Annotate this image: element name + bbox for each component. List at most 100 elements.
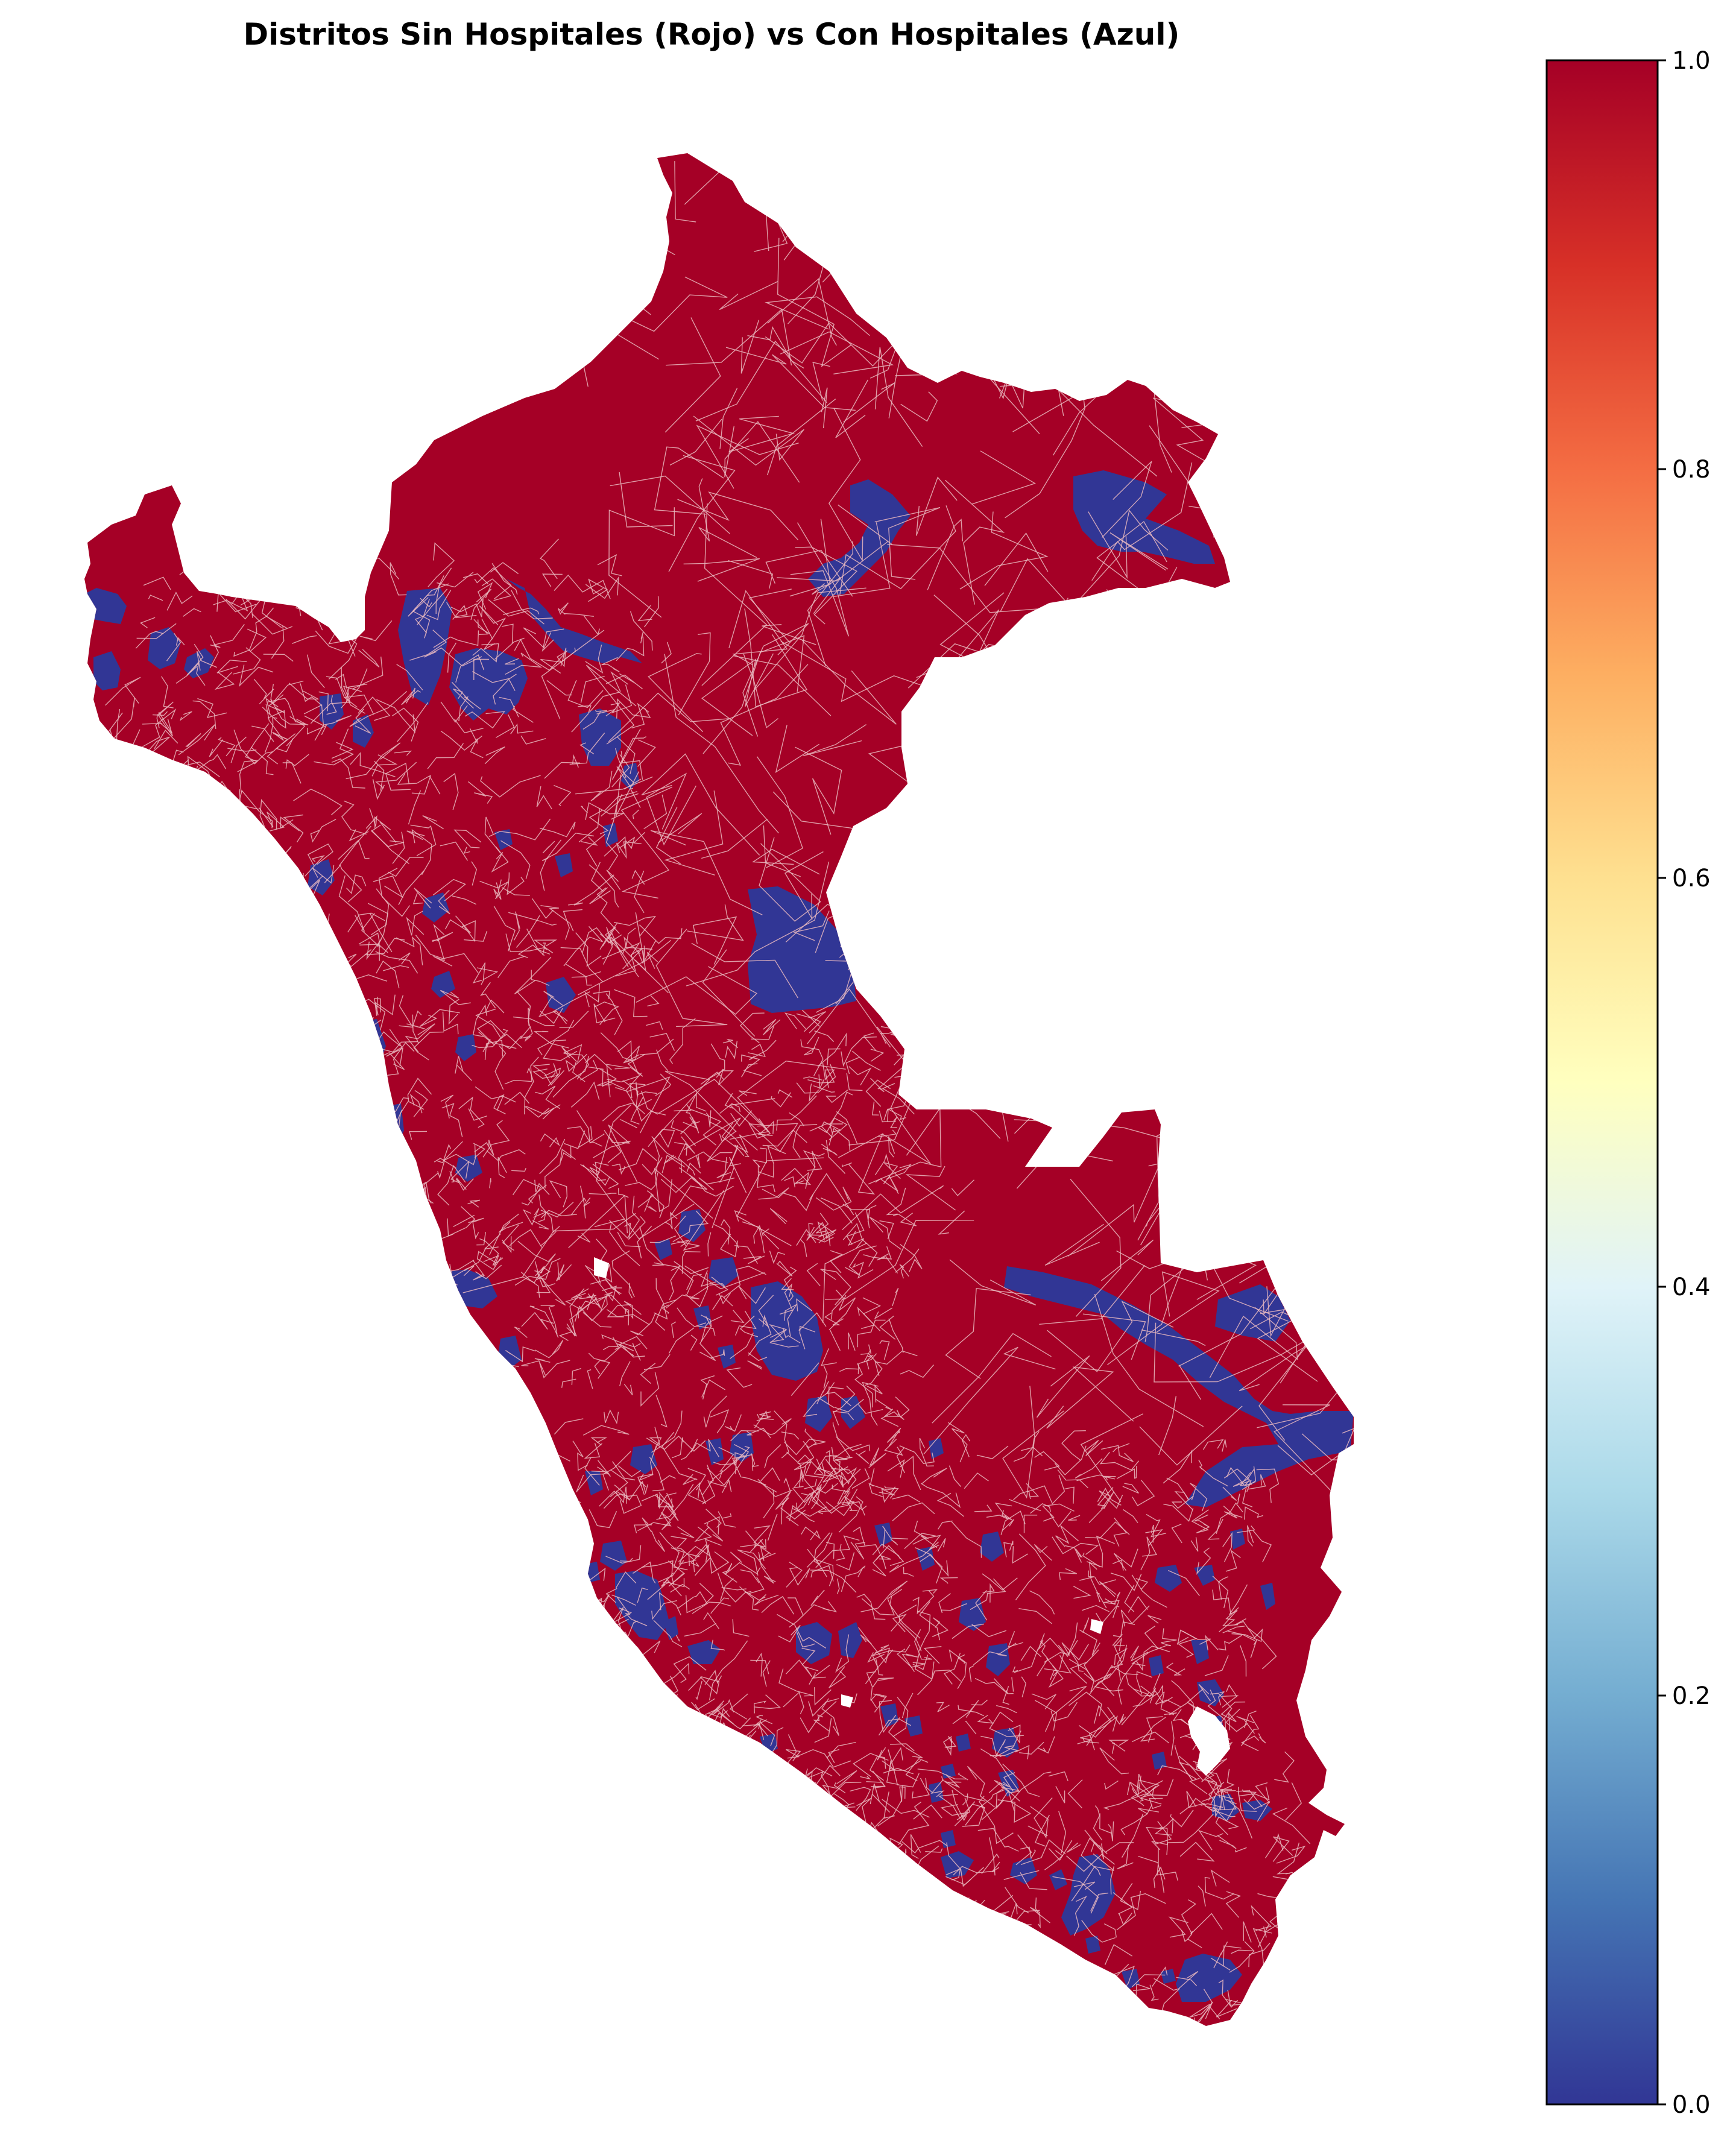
district-border: [578, 1126, 593, 1148]
district-border: [1234, 1618, 1255, 1639]
district-border: [872, 1101, 879, 1115]
district-border: [517, 944, 545, 959]
district-border: [620, 1665, 642, 1681]
district-border: [1205, 1634, 1219, 1651]
district-border: [1088, 511, 1128, 579]
district-border: [863, 1886, 894, 1910]
district-border: [660, 1177, 703, 1193]
district-border: [528, 1008, 531, 1026]
district-border: [751, 1453, 759, 1468]
district-border: [346, 874, 367, 894]
district-border: [807, 540, 853, 666]
district-border: [674, 161, 696, 222]
district-border: [1117, 1844, 1134, 1870]
district-border: [651, 1410, 683, 1453]
district-border: [868, 1983, 886, 2000]
district-border: [306, 725, 327, 736]
district-border: [225, 829, 272, 857]
district-border: [144, 874, 176, 886]
district-border: [275, 733, 296, 753]
district-border: [1196, 1547, 1211, 1575]
district-border: [550, 1553, 575, 1585]
district-border: [792, 1483, 822, 1510]
district-border: [1302, 1155, 1354, 1205]
district-border: [756, 756, 803, 868]
district-border: [1231, 1949, 1253, 1954]
district-border: [529, 1305, 559, 1338]
district-border: [1189, 1989, 1213, 2018]
district-border: [612, 1461, 636, 1481]
district-border: [952, 1700, 979, 1724]
district-border: [870, 1783, 891, 1813]
district-border: [1179, 2001, 1213, 2026]
district-border: [581, 836, 598, 846]
district-border: [266, 616, 288, 659]
district-border: [983, 898, 1038, 1003]
district-border: [610, 475, 730, 534]
district-border: [1281, 1925, 1299, 1966]
district-border: [394, 1304, 403, 1325]
district-border: [633, 1561, 656, 1584]
district-border: [892, 1873, 903, 1889]
district-border: [661, 1503, 677, 1530]
district-border: [157, 701, 174, 737]
district-border: [912, 1590, 935, 1615]
district-border: [235, 1009, 264, 1024]
district-border: [210, 1009, 238, 1027]
district-border: [801, 1647, 816, 1666]
district-border: [1020, 1872, 1047, 1890]
district-border: [245, 576, 263, 593]
district-border: [188, 835, 208, 851]
district-with-hospital: [805, 1396, 832, 1432]
district-border: [687, 904, 744, 941]
district-border: [1144, 1625, 1158, 1649]
district-border: [522, 1208, 540, 1226]
district-with-hospital: [693, 1305, 712, 1330]
district-border: [221, 886, 251, 926]
district-border: [842, 1204, 870, 1222]
district-border: [423, 647, 482, 667]
district-border: [159, 1002, 177, 1037]
district-border: [479, 880, 509, 900]
district-border: [210, 813, 234, 850]
district-border: [801, 1526, 821, 1541]
district-border: [820, 1269, 851, 1305]
district-with-hospital: [992, 1728, 1019, 1758]
district-border: [836, 1552, 855, 1571]
district-border: [1210, 1808, 1236, 1817]
district-border: [380, 1150, 393, 1177]
district-border: [1084, 1829, 1101, 1850]
district-border: [233, 647, 261, 675]
district-border: [822, 1242, 868, 1323]
district-border: [484, 746, 505, 765]
district-border: [694, 1526, 712, 1542]
district-border: [341, 800, 367, 835]
district-border: [488, 818, 551, 841]
district-border: [1116, 1465, 1137, 1479]
district-border: [899, 1264, 909, 1279]
district-border: [482, 1475, 497, 1489]
district-border: [376, 961, 400, 989]
district-border: [786, 1562, 803, 1588]
district-border: [1181, 1930, 1202, 1948]
district-border: [1103, 1793, 1147, 1810]
district-border: [521, 1311, 554, 1330]
district-border: [534, 1261, 566, 1306]
district-border: [1199, 1466, 1228, 1487]
district-border: [1019, 1741, 1044, 1755]
district-border: [874, 1307, 893, 1320]
district-border: [792, 910, 830, 941]
district-border: [661, 642, 672, 664]
district-border: [1202, 1439, 1224, 1450]
district-border: [1008, 1724, 1021, 1744]
district-border: [945, 1288, 1031, 1379]
district-border: [409, 630, 447, 661]
district-border: [484, 816, 500, 853]
district-with-hospital: [663, 1616, 678, 1640]
district-border: [1018, 1608, 1052, 1624]
district-border: [1113, 634, 1169, 689]
district-border: [1140, 1194, 1170, 1246]
district-border: [1082, 1737, 1099, 1744]
district-border: [744, 608, 808, 707]
district-border: [356, 1472, 372, 1493]
